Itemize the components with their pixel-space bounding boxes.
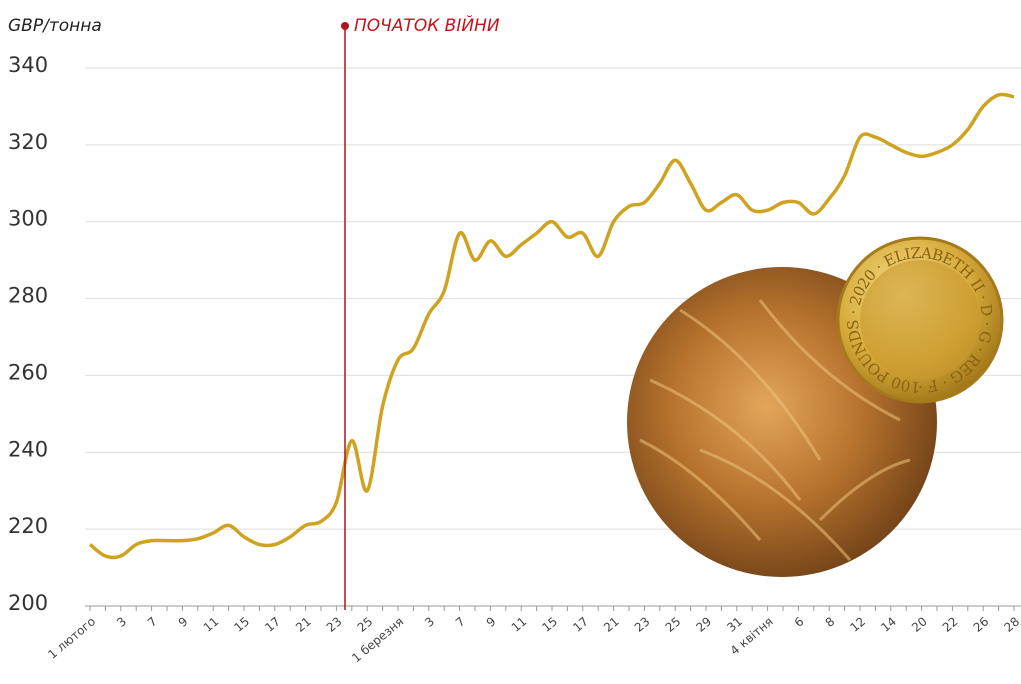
x-tick-label: 11 [509, 614, 530, 635]
x-tick-label: 23 [632, 614, 653, 635]
x-tick-label: 25 [663, 614, 684, 635]
y-tick-label: 220 [8, 514, 48, 538]
y-tick-label: 340 [8, 53, 48, 77]
x-tick-label: 1 лютого [45, 614, 98, 661]
y-tick-label: 300 [8, 207, 48, 231]
x-tick-label: 7 [453, 614, 468, 630]
y-tick-label: 320 [8, 130, 48, 154]
x-tick-label: 15 [539, 614, 560, 635]
x-tick-label: 28 [1001, 614, 1021, 635]
x-tick-label: 9 [176, 614, 191, 630]
x-tick-label: 23 [324, 614, 345, 635]
x-tick-label: 3 [422, 614, 437, 630]
x-tick-label: 9 [484, 614, 499, 630]
x-tick-label: 11 [201, 614, 222, 635]
x-tick-label: 21 [601, 614, 622, 635]
x-tick-label: 17 [570, 614, 591, 635]
y-tick-label: 240 [8, 437, 48, 461]
coin-inscription: 100 POUNDS · 2020 · ELIZABETH II · D · G… [0, 0, 996, 396]
x-tick-label: 26 [971, 614, 992, 635]
x-tick-label: 7 [145, 614, 160, 630]
y-axis-label: GBP/тонна [8, 16, 102, 36]
x-tick-label: 25 [355, 614, 376, 635]
x-tick-label: 6 [792, 614, 807, 630]
x-tick-label: 29 [693, 614, 714, 635]
coin-inscription-path: 100 POUNDS · 2020 · ELIZABETH II · D · G… [0, 0, 996, 396]
x-tick-label: 22 [940, 614, 961, 635]
coin: 100 POUNDS · 2020 · ELIZABETH II · D · G… [0, 0, 1002, 402]
x-tick-label: 21 [293, 614, 314, 635]
annotation: ПОЧАТОК ВІЙНИ [354, 14, 500, 36]
x-tick-label: 17 [262, 614, 283, 635]
x-tick-label: 31 [724, 614, 745, 635]
x-tick-label: 8 [823, 614, 838, 630]
x-tick-label: 3 [114, 614, 129, 630]
x-tick-label: 15 [231, 614, 252, 635]
x-tick-label: 20 [909, 614, 930, 635]
war-dot [341, 22, 349, 30]
x-tick-label: 14 [878, 614, 899, 635]
y-tick-label: 260 [8, 360, 48, 384]
y-tick-label: 280 [8, 284, 48, 308]
chart: 2002202402602803003203401 лютого37911151… [0, 0, 1021, 684]
x-tick-label: 12 [847, 614, 868, 635]
y-tick-label: 200 [8, 591, 48, 615]
